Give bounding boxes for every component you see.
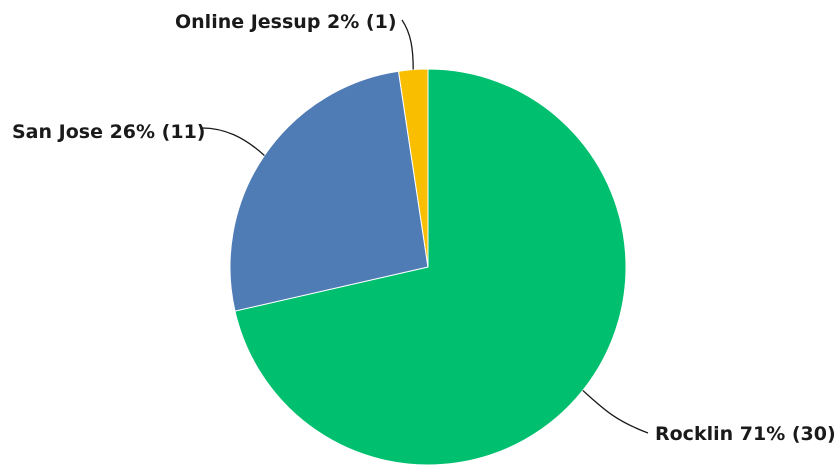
leader-lines <box>199 19 649 434</box>
pie-slice-rocklin <box>234 68 627 466</box>
slice-label-online-jessup: Online Jessup 2% (1) <box>175 11 397 33</box>
leader-line-san-jose <box>199 127 265 156</box>
leader-line-online-jessup <box>401 19 414 70</box>
leader-line-rocklin <box>582 389 649 434</box>
slice-label-rocklin: Rocklin 71% (30) <box>655 423 836 445</box>
pie-slices <box>229 68 627 466</box>
pie-slice-online-jessup <box>397 68 429 268</box>
slice-label-san-jose: San Jose 26% (11) <box>12 121 205 143</box>
slice-labels: Rocklin 71% (30) San Jose 26% (11) Online … <box>12 11 836 445</box>
